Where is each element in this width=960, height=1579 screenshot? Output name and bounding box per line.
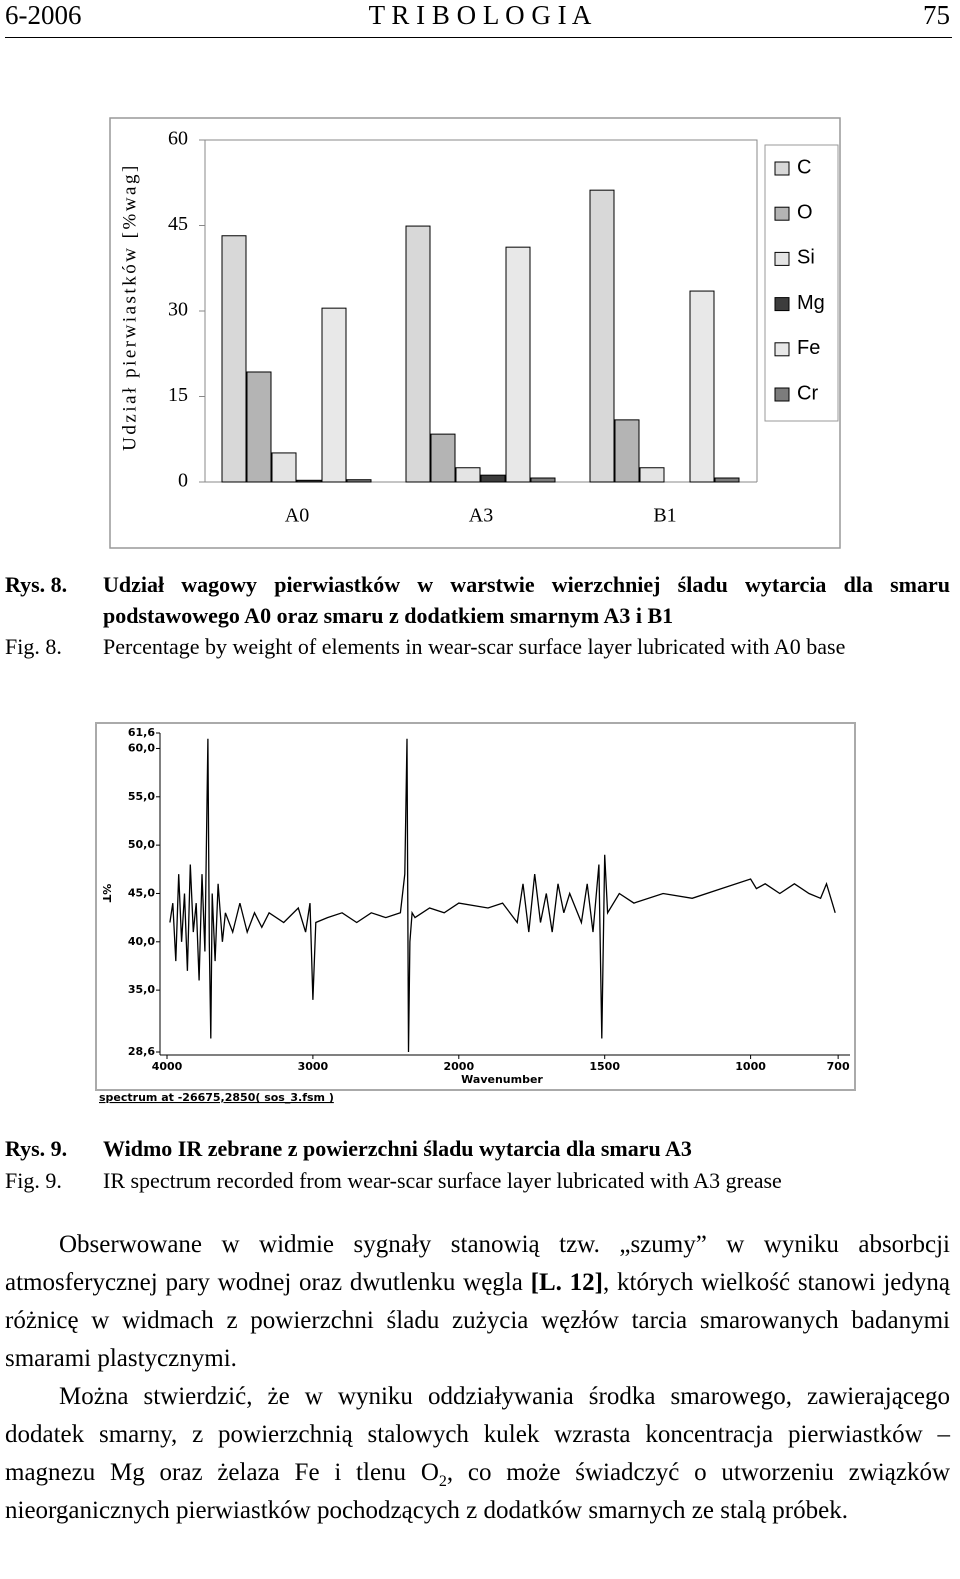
paragraph: Można stwierdzić, że w wyniku oddziaływa… (5, 1378, 950, 1530)
x-tick-label: 3000 (298, 1060, 329, 1073)
caption-text: Widmo IR zebrane z powierzchni śladu wyt… (103, 1136, 692, 1161)
x-tick-label: 1000 (735, 1060, 766, 1073)
bar (430, 433, 456, 483)
subscript: 2 (438, 1473, 447, 1490)
bar (455, 467, 481, 483)
y-tick-label: 28,6 (128, 1045, 155, 1058)
y-tick-label: 55,0 (128, 790, 155, 803)
x-tick-label: A3 (469, 505, 493, 527)
chart-frame (109, 117, 841, 549)
bar (405, 225, 431, 483)
y-tick-label: 35,0 (128, 983, 155, 996)
y-tick-label: 60,0 (128, 741, 155, 754)
bar (221, 235, 247, 483)
y-tick-label: 30 (168, 299, 188, 321)
legend-swatch (774, 251, 790, 266)
bar (321, 307, 347, 483)
legend-label: C (797, 156, 811, 178)
plot-border (205, 139, 758, 482)
spectrum-line (169, 738, 836, 1053)
y-tick-label: 45 (168, 213, 188, 235)
bar (530, 477, 556, 483)
legend-label: Mg (797, 292, 825, 314)
bar (296, 479, 322, 483)
header-right: 75 (923, 0, 950, 30)
y-tick-label: 0 (178, 470, 188, 492)
y-axis-label: %T (100, 884, 113, 903)
bar (614, 419, 640, 483)
citation: [L. 12] (530, 1269, 603, 1296)
bar (639, 467, 665, 483)
bar (505, 246, 531, 483)
caption-label: Rys. 8. (5, 572, 68, 597)
caption-text: Percentage by weight of elements in wear… (103, 634, 846, 659)
text: Obserwowane w widmie sygnały stanowią tz… (5, 1231, 950, 1296)
legend-frame (764, 144, 839, 422)
x-axis-label: Wavenumber (461, 1073, 543, 1086)
bar (246, 371, 272, 483)
bar (346, 479, 372, 483)
x-tick-label: 4000 (152, 1060, 183, 1073)
y-tick-label: 40,0 (128, 935, 155, 948)
header-title: T R I B O L O G I A (368, 0, 592, 30)
y-axis-label: Udział pierwiastków [%wag] (119, 163, 140, 451)
caption-text: Udział wagowy pierwiastków w warstwie wi… (103, 572, 950, 628)
x-tick-label: 2000 (443, 1060, 474, 1073)
legend-swatch (774, 297, 790, 312)
paragraph: Obserwowane w widmie sygnały stanowią tz… (5, 1226, 950, 1378)
legend-label: Cr (797, 382, 818, 404)
header-left: 6-2006 (5, 0, 82, 30)
caption-label: Fig. 9. (5, 1168, 62, 1193)
text: Można stwierdzić, że w wyniku oddziaływa… (5, 1383, 950, 1486)
spectrum-footer: spectrum at -26675,2850( sos_3.fsm ) (99, 1091, 334, 1104)
y-tick-label: 61,6 (128, 726, 155, 739)
bar (271, 452, 297, 483)
x-tick-label: B1 (653, 505, 676, 527)
bar (689, 290, 715, 483)
x-tick-label: 1500 (589, 1060, 620, 1073)
legend-label: Fe (797, 337, 820, 359)
bar (589, 189, 615, 483)
y-tick-label: 15 (168, 384, 188, 406)
legend-swatch (774, 206, 790, 221)
y-tick-label: 45,0 (128, 886, 155, 899)
y-tick-label: 60 (168, 128, 188, 150)
header-rule (5, 37, 952, 38)
legend-swatch (774, 161, 790, 176)
y-tick-label: 50,0 (128, 838, 155, 851)
caption-text: IR spectrum recorded from wear-scar surf… (103, 1168, 782, 1193)
bar (480, 474, 506, 483)
legend-label: Si (797, 247, 815, 269)
figures: Udział pierwiastków [%wag] %T Wavenumber… (95, 117, 856, 1104)
x-tick-label: 700 (827, 1060, 850, 1073)
bar (714, 477, 740, 483)
legend-label: O (797, 201, 813, 223)
legend-swatch (774, 387, 790, 402)
caption-label: Rys. 9. (5, 1136, 68, 1161)
text: , których wielkość stanowi jedyną różnic… (5, 1269, 951, 1372)
x-tick-label: A0 (285, 505, 309, 527)
spectrum: %T Wavenumber spectrum at -26675,2850( s… (99, 726, 850, 1104)
caption-label: Fig. 8. (5, 634, 62, 659)
text: , co może świadczyć o utworzeniu związkó… (5, 1459, 950, 1524)
legend-swatch (774, 342, 790, 357)
